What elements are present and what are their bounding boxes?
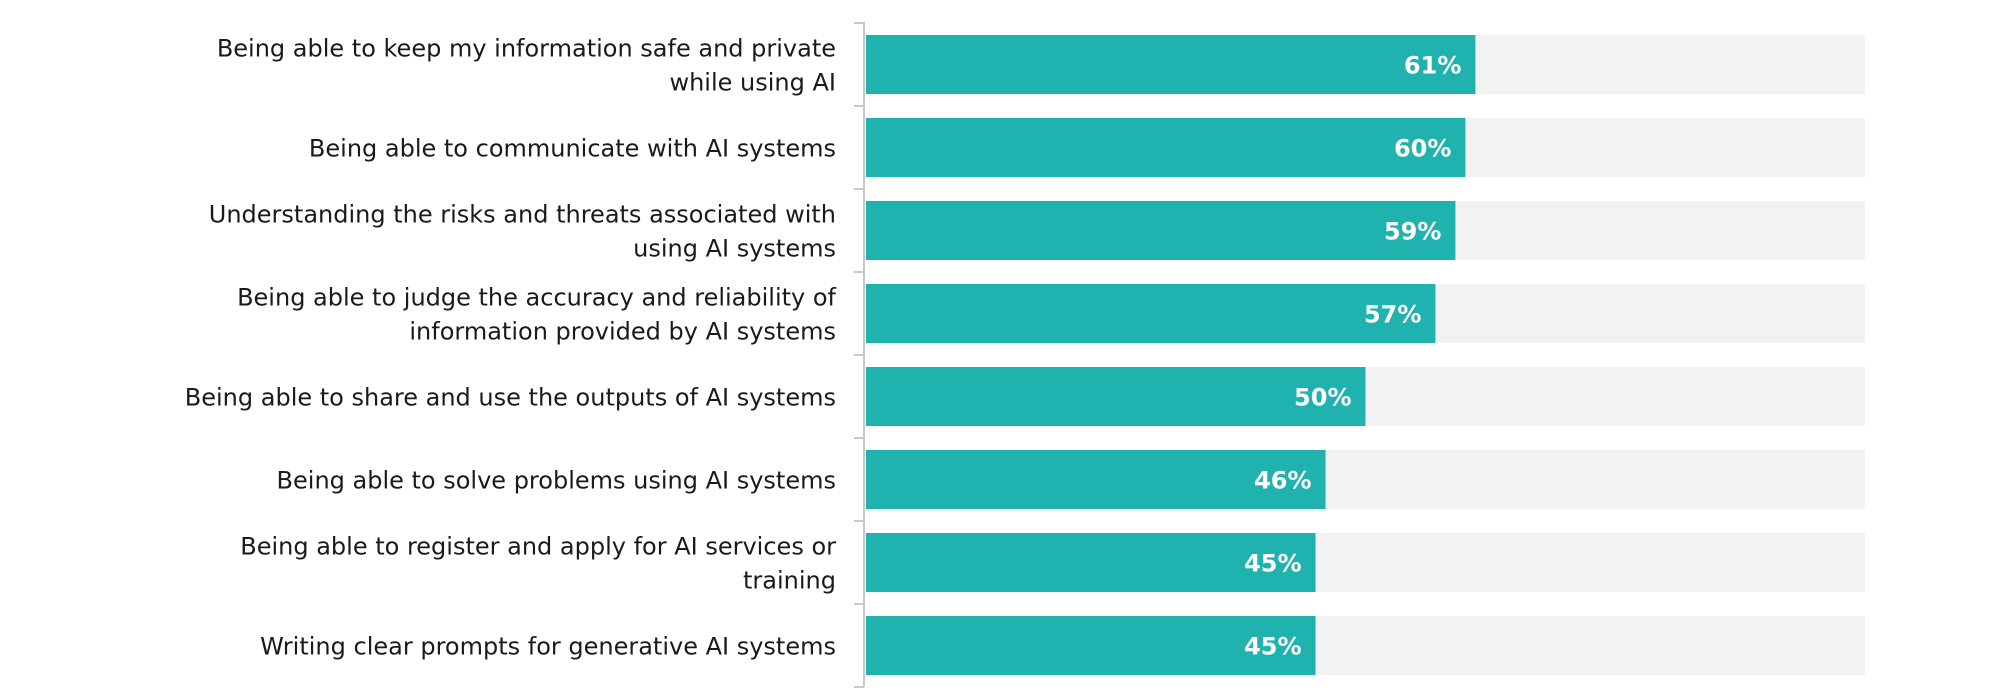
category-label: while using AI xyxy=(669,69,836,97)
category-label: Being able to solve problems using AI sy… xyxy=(277,467,836,495)
bar-value-label: 59% xyxy=(1384,218,1441,246)
category-label: Understanding the risks and threats asso… xyxy=(209,201,836,229)
bar xyxy=(866,118,1466,177)
bar xyxy=(866,450,1326,509)
bar xyxy=(866,533,1316,592)
bars-layer xyxy=(866,35,1865,675)
bar-value-label: 61% xyxy=(1404,52,1461,80)
category-label: using AI systems xyxy=(633,235,836,263)
bar xyxy=(866,367,1366,426)
category-label: Being able to register and apply for AI … xyxy=(240,533,836,561)
category-label: Writing clear prompts for generative AI … xyxy=(260,633,836,661)
bar xyxy=(866,35,1476,94)
bar xyxy=(866,284,1436,343)
bar-value-label: 50% xyxy=(1294,384,1351,412)
axis-layer xyxy=(854,22,865,688)
labels-layer: 61% Being able to keep my information saf… xyxy=(185,35,1462,661)
category-label: Being able to communicate with AI system… xyxy=(309,135,836,163)
bar-value-label: 45% xyxy=(1244,633,1301,661)
bar-value-label: 46% xyxy=(1254,467,1311,495)
category-label: training xyxy=(743,567,836,595)
bar-value-label: 57% xyxy=(1364,301,1421,329)
category-label: information provided by AI systems xyxy=(409,318,836,346)
category-label: Being able to share and use the outputs … xyxy=(185,384,836,412)
bar-value-label: 60% xyxy=(1394,135,1451,163)
bar xyxy=(866,616,1316,675)
category-label: Being able to judge the accuracy and rel… xyxy=(237,284,836,312)
category-label: Being able to keep my information safe a… xyxy=(217,35,836,63)
bar-value-label: 45% xyxy=(1244,550,1301,578)
bar xyxy=(866,201,1456,260)
